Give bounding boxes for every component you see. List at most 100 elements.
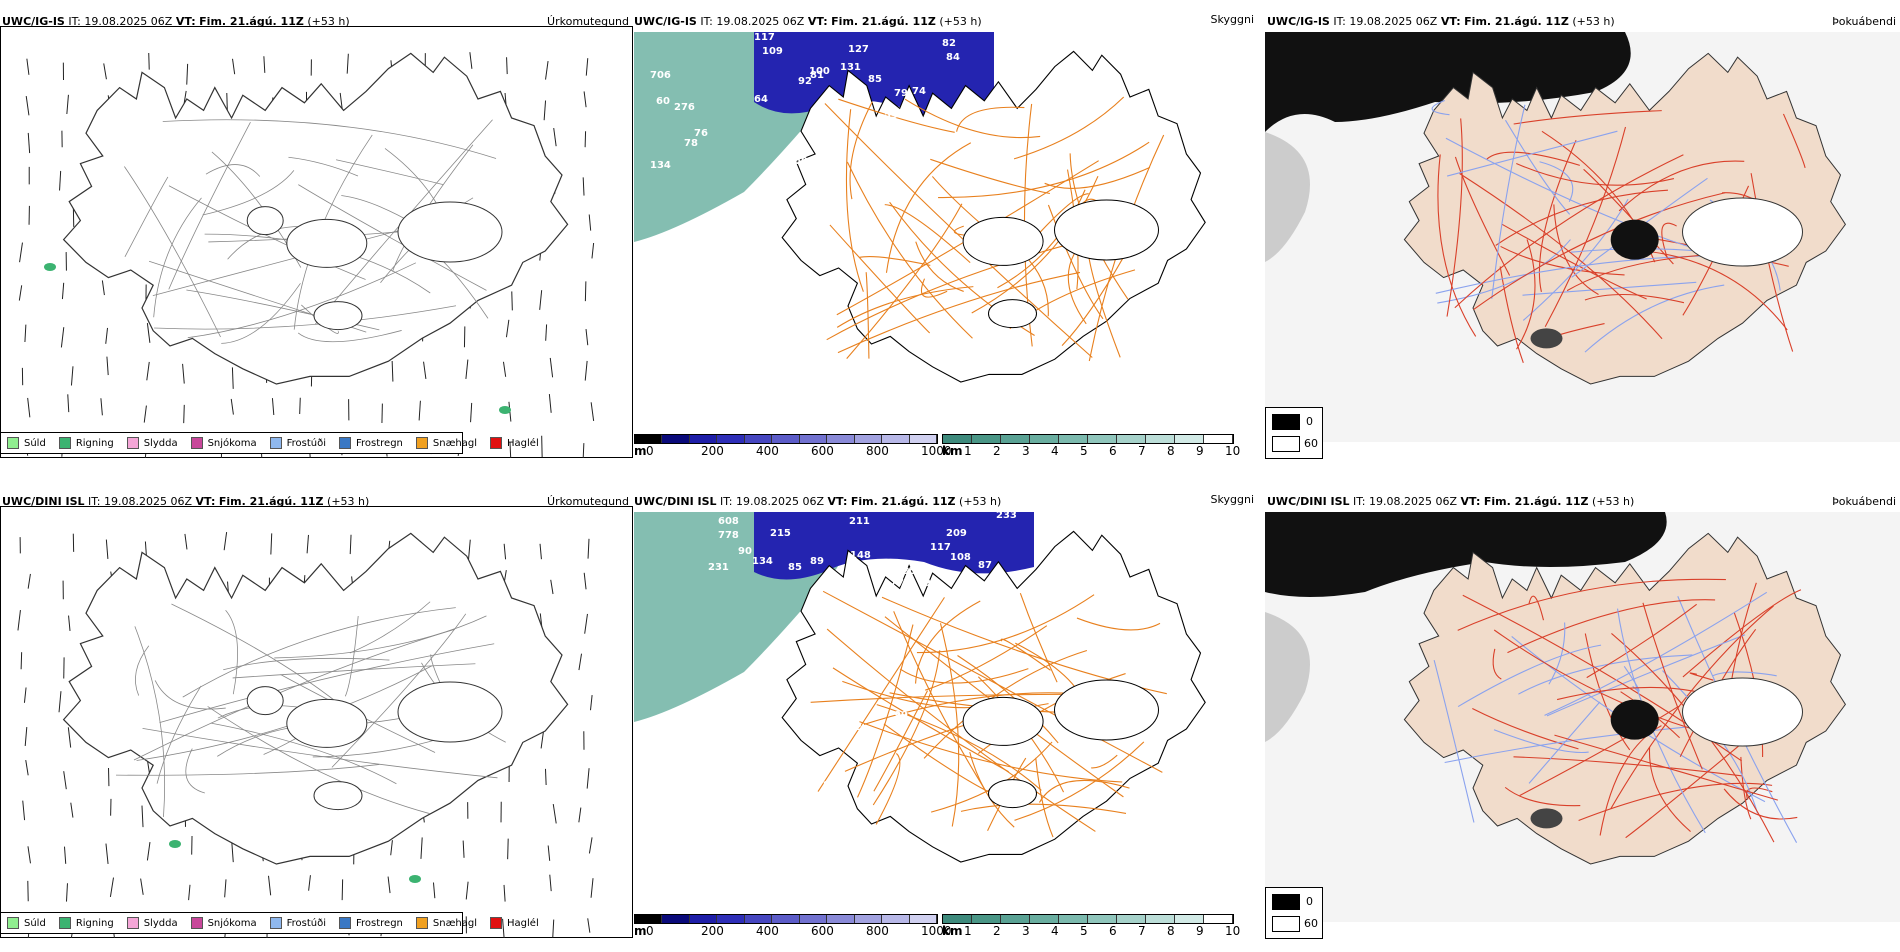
legend-swatch — [416, 917, 428, 929]
glacier-outline — [1683, 678, 1803, 746]
fog-map — [1265, 492, 1900, 938]
visibility-label: 60 — [794, 156, 808, 167]
colorbar-segment — [1001, 435, 1030, 443]
visibility-label: 63 — [866, 128, 880, 139]
legend-label: Haglél — [507, 918, 539, 929]
colorbar-segment — [1204, 915, 1233, 923]
visibility-label: 233 — [996, 510, 1017, 521]
visibility-km-colorbar — [942, 914, 1234, 924]
visibility-label: 85 — [902, 566, 916, 577]
legend-swatch — [127, 437, 139, 449]
visibility-label: 89 — [810, 556, 824, 567]
colorbar-tick: 10 — [1225, 924, 1240, 938]
visibility-label: 117 — [754, 32, 775, 43]
colorbar-segment — [1059, 435, 1088, 443]
visibility-label: 231 — [708, 562, 729, 573]
wind-barb — [184, 405, 185, 423]
colorbar-tick: 7 — [1138, 924, 1146, 938]
legend-swatch — [270, 917, 282, 929]
wind-barb — [507, 57, 508, 74]
visibility-label: 53 — [884, 110, 898, 121]
glacier-outline — [989, 780, 1037, 808]
colorbar-segment — [882, 435, 909, 443]
colorbar-unit: km — [942, 924, 962, 938]
colorbar-segment — [910, 915, 937, 923]
legend-item: Frostúði — [270, 917, 326, 929]
colorbar-segment — [662, 915, 689, 923]
glacier-outline — [1055, 200, 1159, 260]
visibility-label: 74 — [912, 86, 926, 97]
legend-swatch — [59, 917, 71, 929]
legend-item: Rigning — [59, 917, 114, 929]
colorbar-segment — [635, 435, 662, 443]
colorbar-segment — [1088, 915, 1117, 923]
legend-item: Haglél — [490, 437, 539, 449]
fog-high-area — [1531, 328, 1563, 348]
colorbar-segment — [690, 915, 717, 923]
colorbar-tick: 4 — [1051, 924, 1059, 938]
colorbar-tick: 800 — [866, 924, 889, 938]
colorbar-segment — [800, 435, 827, 443]
visibility-label: 84 — [946, 52, 960, 63]
colorbar-tick: 10 — [1225, 444, 1240, 458]
precip-cell — [409, 875, 421, 883]
wind-barb — [300, 398, 301, 414]
glacier-outline — [287, 699, 367, 747]
visibility-label: 79 — [894, 88, 908, 99]
visibility-label: 91 — [924, 578, 938, 589]
visibility-label: 64 — [754, 94, 768, 105]
colorbar-segment — [662, 435, 689, 443]
wind-barb — [149, 53, 150, 70]
visibility-label: 85 — [788, 562, 802, 573]
colorbar-segment — [717, 435, 744, 443]
colorbar-segment — [943, 435, 972, 443]
visibility-label: 211 — [849, 516, 870, 527]
legend-swatch — [127, 917, 139, 929]
visibility-km-colorbar — [942, 434, 1234, 444]
colorbar-tick: 7 — [1138, 444, 1146, 458]
glacier-outline — [398, 202, 502, 262]
wind-barb — [508, 839, 509, 860]
colorbar-segment — [1030, 435, 1059, 443]
visibility-label: 78 — [816, 780, 830, 791]
fog-index-panel: UWC/IG-IS IT: 19.08.2025 06Z VT: Fim. 21… — [1265, 12, 1900, 472]
visibility-panel: UWC/IG-IS IT: 19.08.2025 06Z VT: Fim. 21… — [634, 12, 1232, 472]
legend-item: Frostúði — [270, 437, 326, 449]
precip-type-panel: UWC/DINI ISL IT: 19.08.2025 06Z VT: Fim.… — [0, 492, 633, 952]
colorbar-tick: 6 — [1109, 924, 1117, 938]
colorbar-segment — [882, 915, 909, 923]
colorbar-tick: 200 — [701, 924, 724, 938]
visibility-label: 131 — [840, 62, 861, 73]
glacier-outline — [989, 300, 1037, 328]
colorbar-segment — [1175, 435, 1204, 443]
fog-legend-white-label: 60 — [1304, 917, 1318, 930]
legend-swatch — [191, 437, 203, 449]
precip-map — [0, 12, 633, 458]
glacier-outline — [398, 682, 502, 742]
colorbar-segment — [1146, 915, 1175, 923]
visibility-label: 108 — [950, 552, 971, 563]
colorbar-tick: 800 — [866, 444, 889, 458]
visibility-panel: UWC/DINI ISL IT: 19.08.2025 06Z VT: Fim.… — [634, 492, 1232, 952]
legend-item: Slydda — [127, 917, 178, 929]
colorbar-segment — [1175, 915, 1204, 923]
visibility-label: 60 — [656, 96, 670, 107]
colorbar-segment — [1204, 435, 1233, 443]
colorbar-tick: 2 — [993, 444, 1001, 458]
legend-item: Snjókoma — [191, 917, 257, 929]
legend-item: Haglél — [490, 917, 539, 929]
colorbar-unit: m — [634, 924, 647, 938]
legend-label: Frostúði — [287, 918, 326, 929]
legend-label: Frostregn — [356, 438, 403, 449]
legend-label: Rigning — [76, 918, 114, 929]
precip-cell — [169, 840, 181, 848]
visibility-label: 77 — [890, 578, 904, 589]
colorbar-segment — [855, 915, 882, 923]
colorbar-tick: 600 — [811, 444, 834, 458]
legend-swatch — [490, 437, 502, 449]
colorbar-segment — [1030, 915, 1059, 923]
fog-high-area — [1611, 220, 1659, 260]
